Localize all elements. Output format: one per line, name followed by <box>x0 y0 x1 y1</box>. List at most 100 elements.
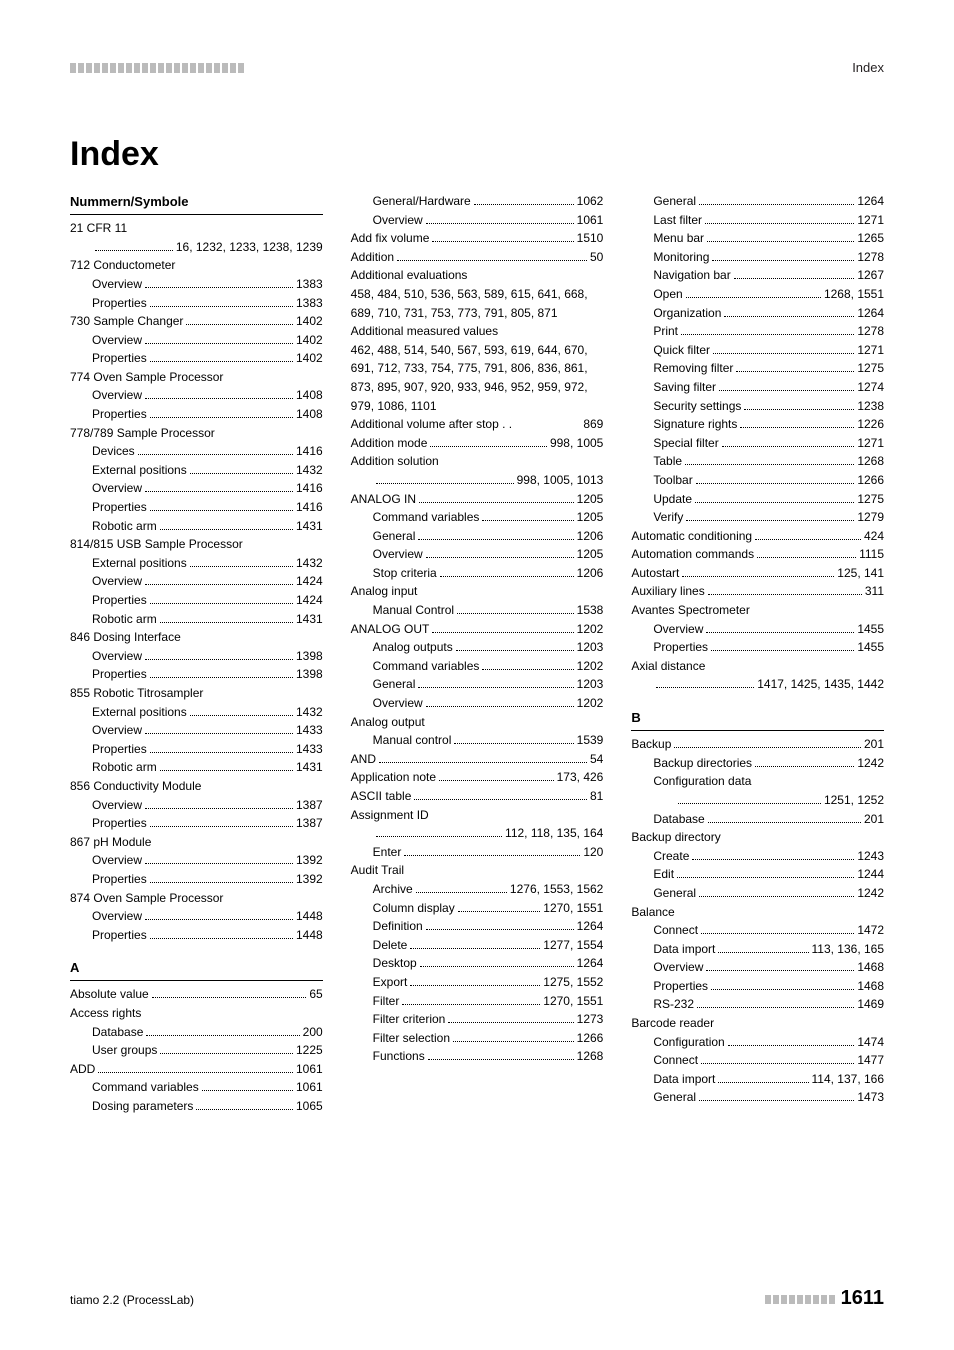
index-entry: Add fix volume1510 <box>351 229 604 248</box>
index-entry-pages: 1455 <box>857 620 884 639</box>
index-entry-label: 712 Conductometer <box>70 256 175 275</box>
index-entry-pages: 1539 <box>577 731 604 750</box>
index-entry-pages: 1424 <box>296 572 323 591</box>
leader-dots <box>708 822 861 823</box>
index-entry-pages: 1408 <box>296 405 323 424</box>
index-entry: Navigation bar1267 <box>631 266 884 285</box>
index-entry: 998, 1005, 1013 <box>351 471 604 490</box>
index-entry-label: Audit Trail <box>351 861 404 880</box>
leader-dots <box>428 1059 574 1060</box>
index-entry-label: 814/815 USB Sample Processor <box>70 535 243 554</box>
index-entry-label: Overview <box>92 796 142 815</box>
index-entry-pages: 1431 <box>296 517 323 536</box>
index-entry: Column display1270, 1551 <box>351 899 604 918</box>
index-entry-pages: 1275 <box>857 359 884 378</box>
index-entry-pages: 112, 118, 135, 164 <box>505 824 603 843</box>
index-entry-label: ANALOG OUT <box>351 620 430 639</box>
leader-dots <box>711 650 854 651</box>
index-entry: Command variables1061 <box>70 1078 323 1097</box>
index-entry: Additional evaluations <box>351 266 604 285</box>
index-entry: 846 Dosing Interface <box>70 628 323 647</box>
index-entry: Configuration data <box>631 772 884 791</box>
index-entry: Addition mode998, 1005 <box>351 434 604 453</box>
index-entry-label: RS-232 <box>653 995 694 1014</box>
leader-dots <box>453 1041 574 1042</box>
index-entry: 458, 484, 510, 536, 563, 589, 615, 641, … <box>351 285 604 322</box>
leader-dots <box>145 491 293 492</box>
index-entry: Quick filter1271 <box>631 341 884 360</box>
index-entry: Analog input <box>351 582 604 601</box>
index-entry-label: Open <box>653 285 682 304</box>
page-number: 1611 <box>841 1287 884 1310</box>
index-entry: Barcode reader <box>631 1014 884 1033</box>
index-entry: Security settings1238 <box>631 397 884 416</box>
index-entry-pages: 1448 <box>296 907 323 926</box>
leader-dots <box>740 427 854 428</box>
index-entry-pages: 1277, 1554 <box>543 936 603 955</box>
index-entry-label: Absolute value <box>70 985 149 1004</box>
index-entry-label: User groups <box>92 1041 157 1060</box>
leader-dots <box>150 306 293 307</box>
index-entry: Properties1383 <box>70 294 323 313</box>
index-entry-label: ADD <box>70 1060 95 1079</box>
index-entry: Create1243 <box>631 847 884 866</box>
leader-dots <box>681 334 854 335</box>
index-entry-pages: 120 <box>583 843 603 862</box>
index-column-1: Nummern/Symbole21 CFR 1116, 1232, 1233, … <box>70 192 323 1237</box>
leader-dots <box>440 576 574 577</box>
index-entry-label: 856 Conductivity Module <box>70 777 201 796</box>
index-entry-label: Toolbar <box>653 471 692 490</box>
index-entry: 16, 1232, 1233, 1238, 1239 <box>70 238 323 257</box>
leader-dots <box>708 594 862 595</box>
index-entry-pages: 201 <box>864 735 884 754</box>
index-entry-label: Delete <box>373 936 408 955</box>
leader-dots <box>656 687 754 688</box>
index-entry-pages: 1432 <box>296 554 323 573</box>
index-entry-label: Overview <box>92 572 142 591</box>
index-entry-pages: 1392 <box>296 851 323 870</box>
index-entry: Edit1244 <box>631 865 884 884</box>
index-entry-label: General <box>653 1088 696 1107</box>
index-entry-label: Assignment ID <box>351 806 429 825</box>
index-entry: Access rights <box>70 1004 323 1023</box>
index-entry-pages: 1468 <box>857 958 884 977</box>
leader-dots <box>432 632 573 633</box>
index-entry-label: Manual Control <box>373 601 454 620</box>
index-column-2: General/Hardware1062Overview1061Add fix … <box>351 192 604 1237</box>
index-entry: Saving filter1274 <box>631 378 884 397</box>
leader-dots <box>678 803 821 804</box>
index-entry-pages: 16, 1232, 1233, 1238, 1239 <box>176 238 323 257</box>
leader-dots <box>376 836 502 837</box>
index-entry-label: Table <box>653 452 682 471</box>
index-entry-label: Access rights <box>70 1004 141 1023</box>
leader-dots <box>150 510 293 511</box>
index-entry-label: Database <box>653 810 704 829</box>
index-entry: Definition1264 <box>351 917 604 936</box>
index-entry-pages: 1265 <box>857 229 884 248</box>
index-entry-pages: 1472 <box>857 921 884 940</box>
index-entry-label: Organization <box>653 304 721 323</box>
index-entry-pages: 1402 <box>296 349 323 368</box>
index-entry-pages: 1238 <box>857 397 884 416</box>
index-entry: Command variables1205 <box>351 508 604 527</box>
index-entry-label: Overview <box>92 386 142 405</box>
index-entry-label: Saving filter <box>653 378 716 397</box>
index-entry-label: Enter <box>373 843 402 862</box>
leader-dots <box>145 659 293 660</box>
index-entry: ASCII table81 <box>351 787 604 806</box>
index-entry-pages: 1473 <box>857 1088 884 1107</box>
index-entry-pages: 50 <box>590 248 603 267</box>
section-head: B <box>631 708 884 731</box>
index-entry-label: General <box>373 527 416 546</box>
index-entry-label: Add fix volume <box>351 229 430 248</box>
index-entry-label: Special filter <box>653 434 718 453</box>
index-entry: 21 CFR 11 <box>70 219 323 238</box>
index-entry: Overview1402 <box>70 331 323 350</box>
leader-dots <box>757 557 856 558</box>
index-entry: Verify1279 <box>631 508 884 527</box>
index-entry-pages: 1448 <box>296 926 323 945</box>
index-entry: ANALOG IN1205 <box>351 490 604 509</box>
index-entry: User groups1225 <box>70 1041 323 1060</box>
leader-dots <box>145 733 293 734</box>
leader-dots <box>696 483 855 484</box>
